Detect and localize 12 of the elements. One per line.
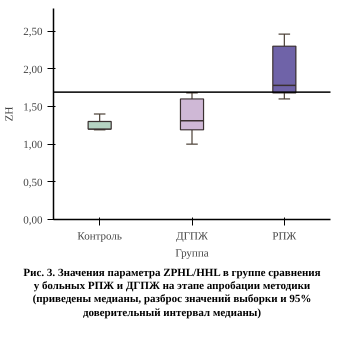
y-axis-title: ZH	[3, 106, 16, 122]
y-tick-label: 1,00	[23, 139, 43, 152]
y-tick-label: 1,50	[23, 101, 43, 114]
text: Рис. 3. Значения параметра ZPHL/HHL в группе сравнения у больных РПЖ и ДГПЖ на этапе апробации методики (приведены медианы, разброс значений выборки и 95% доверительный интервал медианы)	[22, 267, 322, 320]
y-tick-label: 0,50	[23, 176, 43, 189]
x-tick-label: ДГПЖ	[176, 230, 208, 242]
y-tick-label: 2,50	[23, 26, 43, 38]
x-tick-label: Контроль	[77, 230, 122, 242]
y-tick-label: 0,00	[23, 214, 43, 226]
x-axis-title: Группа	[175, 248, 209, 260]
y-tick-label: 2,00	[23, 64, 43, 76]
x-tick-label: РПЖ	[272, 230, 296, 242]
